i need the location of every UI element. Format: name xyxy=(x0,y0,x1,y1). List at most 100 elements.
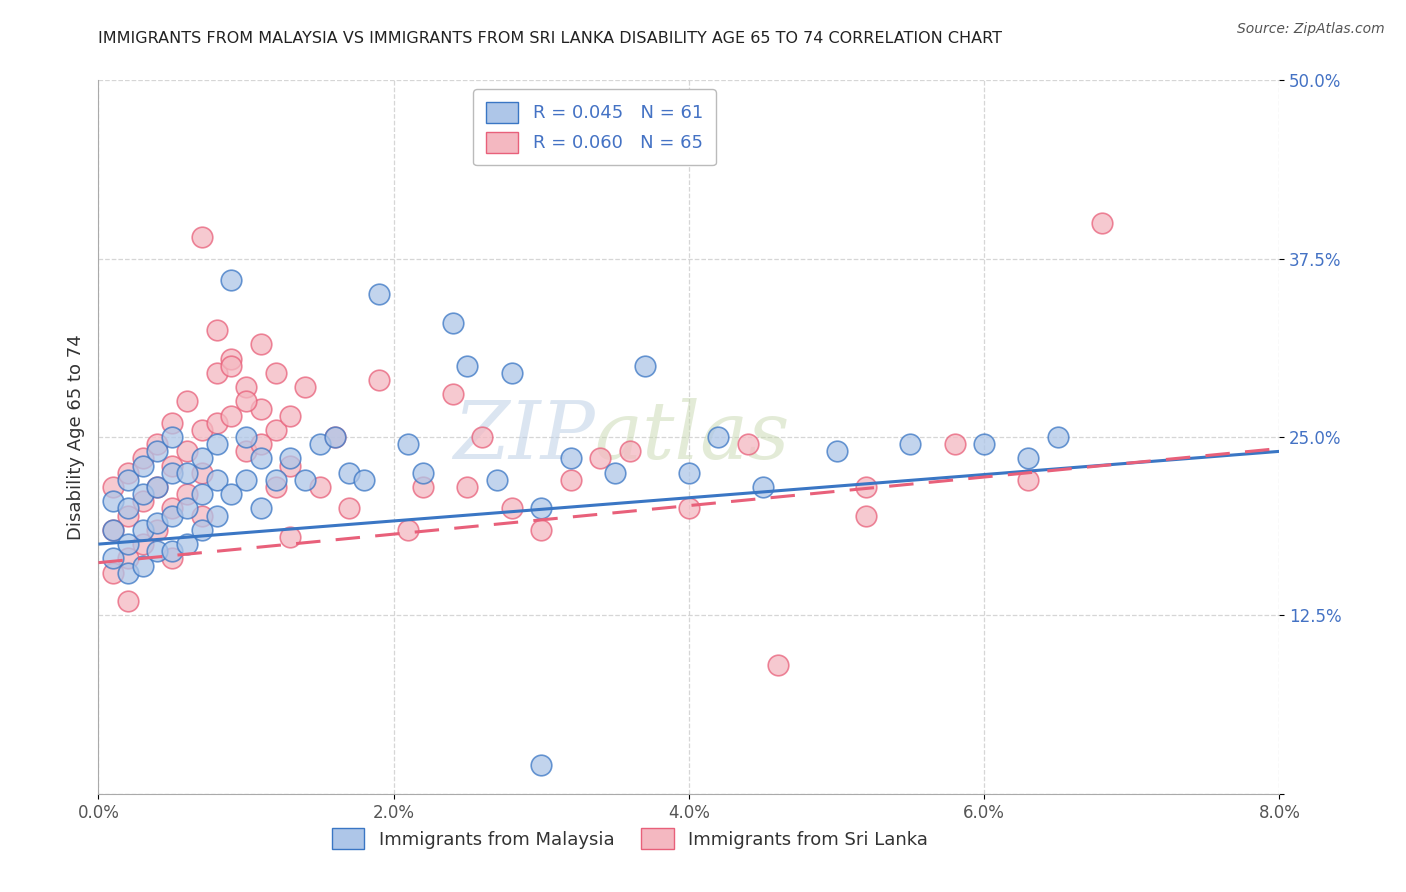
Point xyxy=(678,466,700,480)
Point xyxy=(146,523,169,537)
Point xyxy=(162,416,183,430)
Point xyxy=(176,487,198,501)
Point xyxy=(855,480,877,494)
Point xyxy=(132,487,155,501)
Point xyxy=(103,523,125,537)
Text: ZIP: ZIP xyxy=(453,399,595,475)
Point xyxy=(560,451,582,466)
Text: atlas: atlas xyxy=(595,399,790,475)
Point xyxy=(132,494,155,508)
Point xyxy=(235,380,257,394)
Point xyxy=(235,473,257,487)
Point xyxy=(205,437,228,451)
Point xyxy=(176,537,198,551)
Point xyxy=(280,530,302,544)
Point xyxy=(191,508,214,523)
Point xyxy=(250,437,273,451)
Point xyxy=(678,501,700,516)
Point xyxy=(117,466,139,480)
Point xyxy=(146,516,169,530)
Point xyxy=(250,337,273,351)
Point xyxy=(501,366,523,380)
Text: Source: ZipAtlas.com: Source: ZipAtlas.com xyxy=(1237,22,1385,37)
Point xyxy=(250,451,273,466)
Point xyxy=(1018,473,1040,487)
Point xyxy=(117,594,139,608)
Point xyxy=(825,444,848,458)
Point xyxy=(117,566,139,580)
Point xyxy=(323,430,346,444)
Point xyxy=(250,401,273,416)
Point xyxy=(146,437,169,451)
Point xyxy=(264,473,287,487)
Point xyxy=(471,430,494,444)
Point xyxy=(221,359,243,373)
Point xyxy=(973,437,995,451)
Point xyxy=(441,387,464,401)
Point xyxy=(132,537,155,551)
Point xyxy=(162,551,183,566)
Text: IMMIGRANTS FROM MALAYSIA VS IMMIGRANTS FROM SRI LANKA DISABILITY AGE 65 TO 74 CO: IMMIGRANTS FROM MALAYSIA VS IMMIGRANTS F… xyxy=(98,31,1002,46)
Point xyxy=(205,366,228,380)
Point xyxy=(162,458,183,473)
Point xyxy=(205,323,228,337)
Point xyxy=(530,758,553,772)
Point xyxy=(323,430,346,444)
Point xyxy=(294,473,316,487)
Point xyxy=(353,473,375,487)
Point xyxy=(221,409,243,423)
Point xyxy=(117,501,139,516)
Point xyxy=(132,523,155,537)
Point xyxy=(1046,430,1070,444)
Point xyxy=(737,437,759,451)
Point xyxy=(309,437,332,451)
Point xyxy=(900,437,922,451)
Point xyxy=(176,394,198,409)
Point xyxy=(103,494,125,508)
Legend: Immigrants from Malaysia, Immigrants from Sri Lanka: Immigrants from Malaysia, Immigrants fro… xyxy=(325,821,935,856)
Point xyxy=(146,480,169,494)
Point xyxy=(191,466,214,480)
Point xyxy=(855,508,877,523)
Point xyxy=(162,501,183,516)
Point xyxy=(162,508,183,523)
Y-axis label: Disability Age 65 to 74: Disability Age 65 to 74 xyxy=(66,334,84,540)
Point xyxy=(530,523,553,537)
Point xyxy=(309,480,332,494)
Point xyxy=(368,287,391,301)
Point xyxy=(235,394,257,409)
Point xyxy=(486,473,509,487)
Point xyxy=(176,501,198,516)
Point xyxy=(191,451,214,466)
Point xyxy=(1091,216,1114,230)
Point xyxy=(162,430,183,444)
Point xyxy=(117,537,139,551)
Point xyxy=(191,230,214,244)
Point xyxy=(146,444,169,458)
Point xyxy=(176,444,198,458)
Point xyxy=(398,523,420,537)
Point xyxy=(103,523,125,537)
Point xyxy=(412,480,434,494)
Point xyxy=(221,351,243,366)
Point xyxy=(441,316,464,330)
Point xyxy=(264,366,287,380)
Point xyxy=(368,373,391,387)
Point xyxy=(560,473,582,487)
Point xyxy=(398,437,420,451)
Point xyxy=(162,466,183,480)
Point xyxy=(221,273,243,287)
Point xyxy=(221,487,243,501)
Point xyxy=(117,473,139,487)
Point xyxy=(191,523,214,537)
Point xyxy=(1018,451,1040,466)
Point xyxy=(117,551,139,566)
Point xyxy=(280,458,302,473)
Point xyxy=(264,480,287,494)
Point xyxy=(146,480,169,494)
Point xyxy=(117,508,139,523)
Point xyxy=(235,430,257,444)
Point xyxy=(605,466,627,480)
Point xyxy=(176,466,198,480)
Point xyxy=(103,551,125,566)
